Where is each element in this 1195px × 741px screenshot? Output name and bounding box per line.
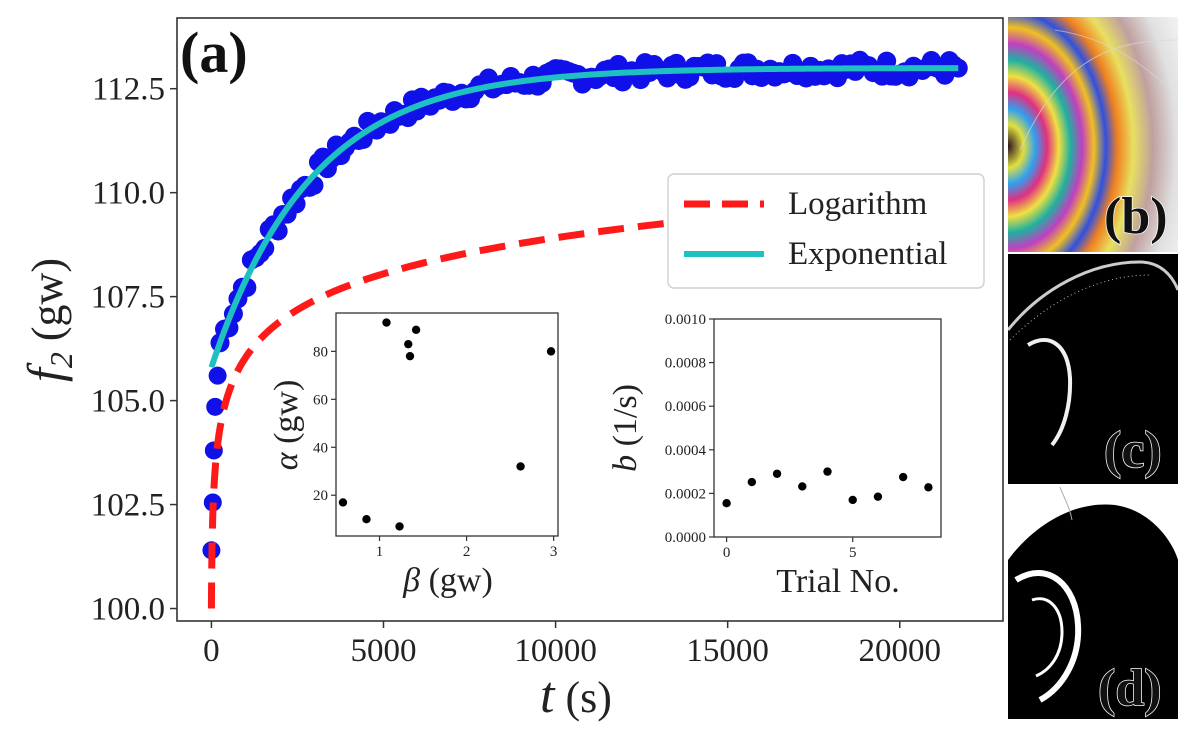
inset2-point — [873, 492, 883, 501]
binary-image-c — [1008, 254, 1178, 484]
main-y-label-unit: (gw) — [23, 258, 72, 352]
main-y-tick-label: 102.5 — [91, 488, 165, 524]
inset1-point — [395, 522, 404, 531]
panel-label-a: (a) — [180, 20, 248, 85]
inset2-y-label-unit: (1/s) — [607, 384, 644, 455]
side-panel-b — [1008, 17, 1178, 252]
inset-alpha-beta: 1 2 3 20 40 60 80 β (gw) α (gw) — [268, 312, 559, 599]
inset2-y-tick-label: 0.0008 — [665, 356, 706, 372]
main-x-tick-label: 20000 — [859, 633, 942, 669]
exponential-curve — [208, 65, 959, 369]
main-x-axis-label: t (s) — [540, 667, 612, 724]
main-y-tick-label: 112.5 — [92, 72, 165, 108]
inset2-point — [747, 477, 757, 487]
main-x-label-unit: (s) — [555, 673, 612, 722]
inset2-y-tick-label: 0.0004 — [665, 443, 707, 459]
inset1-y-tick-label: 80 — [313, 344, 328, 360]
panel-label-c: (c) — [1104, 422, 1162, 479]
image-fringe-outer — [1008, 260, 1178, 331]
inset1-point — [338, 498, 348, 507]
inset2-point — [798, 482, 807, 491]
image-crack-line — [1019, 39, 1178, 151]
inset2-point — [898, 472, 908, 482]
inset2-point — [823, 467, 832, 476]
inset1-y-axis-label: α (gw) — [268, 380, 305, 471]
main-y-tick-label: 105.0 — [91, 384, 165, 420]
image-fringe-ring — [1014, 570, 1082, 703]
inset1-point — [362, 515, 371, 524]
main-y-ticks: 100.0 102.5 105.0 107.5 110.0 112.5 — [91, 72, 177, 628]
inset2-y-tick-label: 0.0010 — [665, 312, 706, 328]
inset2-y-tick-label: 0.0000 — [665, 530, 706, 546]
inset2-x-axis-label: Trial No. — [776, 563, 899, 600]
main-y-tick-label: 107.5 — [91, 280, 165, 316]
inset2-point — [772, 469, 782, 478]
main-x-tick-label: 10000 — [514, 633, 597, 669]
main-y-tick-label: 100.0 — [91, 592, 165, 628]
inset1-point — [404, 339, 413, 349]
main-y-axis-label: f2 (gw) — [17, 258, 79, 382]
panel-label-b: (b) — [1104, 188, 1168, 245]
inset1-x-tick-label: 1 — [376, 544, 384, 560]
main-x-label-var: t — [540, 667, 556, 724]
inset1-x-ticks: 1 2 3 — [376, 536, 558, 560]
inset2-y-axis-label: b (1/s) — [607, 384, 644, 472]
inset2-frame — [713, 318, 942, 538]
inset2-y-tick-label: 0.0002 — [665, 486, 706, 502]
main-x-tick-label: 15000 — [686, 633, 769, 669]
side-panel-d — [1008, 487, 1178, 719]
panel-label-d: (d) — [1098, 660, 1162, 717]
data-point — [206, 397, 225, 416]
inset2-points — [722, 467, 933, 508]
inset1-x-tick-label: 2 — [463, 544, 471, 560]
image-fringe-ring — [1031, 597, 1064, 678]
inset2-y-tick-label: 0.0006 — [665, 399, 707, 415]
main-x-ticks: 0 5000 10000 15000 20000 — [203, 621, 941, 669]
inset1-y-label-var: α — [268, 451, 305, 470]
inset1-point — [405, 351, 415, 361]
inset2-y-label-var: b — [607, 455, 644, 472]
inset1-y-ticks: 20 40 60 80 — [313, 344, 336, 504]
data-point — [208, 366, 227, 385]
side-panel-c — [1008, 254, 1178, 484]
inset1-x-axis-label: β (gw) — [402, 562, 493, 599]
logarithm-curve — [207, 194, 959, 609]
inset2-point — [722, 499, 731, 508]
inset1-frame — [335, 312, 559, 537]
image-crack-line — [1059, 487, 1073, 521]
legend: Logarithm Exponential — [667, 173, 985, 289]
photoelastic-image — [1008, 17, 1178, 252]
inset1-y-tick-label: 40 — [313, 440, 328, 456]
inset2-y-ticks: 0.0000 0.0002 0.0004 0.0006 0.0008 0.0010 — [665, 312, 714, 546]
inset1-y-tick-label: 20 — [313, 488, 328, 504]
legend-logarithm-label: Logarithm — [788, 186, 928, 222]
inset2-x-tick-label: 0 — [723, 545, 731, 561]
legend-exponential-label: Exponential — [788, 236, 947, 272]
inset1-y-tick-label: 60 — [313, 392, 328, 408]
image-fringe-arc — [1026, 338, 1073, 447]
main-x-tick-label: 0 — [203, 633, 220, 669]
inset1-point — [411, 325, 421, 334]
inset1-y-label-unit: (gw) — [268, 380, 305, 453]
image-fringe-speckle — [1009, 274, 1151, 341]
inset1-point — [382, 318, 391, 327]
inset2-point — [848, 495, 857, 505]
main-x-tick-label: 5000 — [351, 633, 417, 669]
main-y-label-sub: 2 — [43, 352, 79, 368]
image-crack-line — [1054, 29, 1171, 91]
inset1-x-label-var: β — [402, 562, 420, 599]
inset2-point — [924, 483, 933, 492]
inset1-x-tick-label: 3 — [550, 544, 558, 560]
inset1-point — [516, 462, 525, 471]
inset2-x-tick-label: 5 — [849, 545, 857, 561]
inset1-x-label-unit: (gw) — [420, 562, 493, 599]
inset1-points — [338, 318, 556, 531]
main-y-tick-label: 110.0 — [92, 176, 165, 212]
data-point — [203, 493, 222, 512]
inset1-point — [546, 347, 556, 356]
